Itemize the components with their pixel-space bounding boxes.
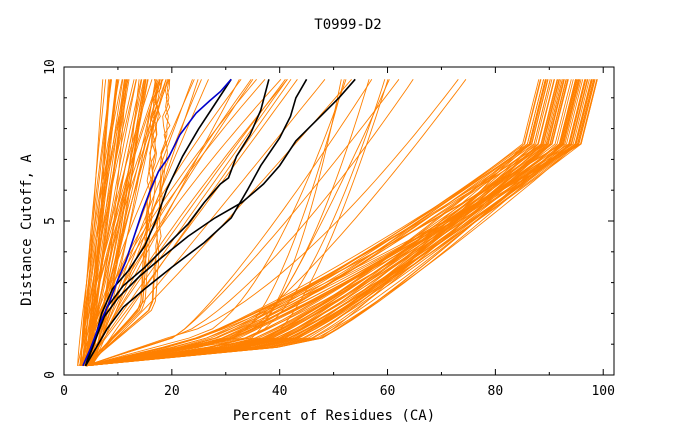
- curve-line: [85, 79, 390, 367]
- highlighted-curves-layer: [82, 78, 356, 367]
- curve-line: [80, 79, 107, 366]
- curve-line: [80, 79, 128, 366]
- curve-line: [92, 79, 202, 366]
- curve-line: [85, 79, 586, 367]
- series-line-4: [82, 78, 232, 367]
- curve-line: [85, 79, 386, 367]
- x-tick-label: 80: [488, 384, 504, 399]
- curve-line: [85, 79, 581, 367]
- chart-title: T0999-D2: [314, 17, 381, 33]
- series-line-1: [84, 78, 232, 367]
- curve-line: [85, 79, 567, 367]
- curve-line: [87, 79, 282, 366]
- curve-line: [85, 79, 580, 367]
- curve-line: [84, 79, 161, 366]
- curve-line: [85, 79, 586, 367]
- curve-line: [85, 79, 576, 367]
- curve-line: [85, 79, 560, 367]
- curve-line: [85, 79, 160, 367]
- curve-line: [85, 79, 551, 367]
- orange-curves-layer: [77, 79, 598, 367]
- curve-line: [81, 79, 167, 366]
- y-tick-label: 5: [43, 217, 58, 225]
- curve-line: [85, 79, 555, 367]
- curve-line: [85, 79, 345, 367]
- curve-line: [85, 79, 370, 367]
- curve-line: [85, 79, 414, 367]
- x-tick-label: 20: [164, 384, 180, 399]
- curve-line: [85, 79, 171, 367]
- curve-line: [83, 79, 298, 367]
- curve-line: [85, 79, 565, 367]
- curve-line: [85, 79, 540, 367]
- curve-line: [85, 79, 595, 367]
- curve-line: [85, 79, 164, 367]
- curve-line: [87, 79, 170, 366]
- curve-line: [85, 79, 373, 367]
- curve-line: [85, 79, 561, 367]
- curve-line: [85, 79, 142, 366]
- curve-line: [85, 79, 579, 367]
- curve-line: [85, 79, 467, 367]
- curve-line: [87, 79, 126, 366]
- curve-line: [85, 79, 170, 367]
- curve-line: [85, 79, 589, 367]
- curve-line: [83, 79, 242, 366]
- series-line-3: [84, 78, 356, 367]
- curve-line: [85, 79, 565, 367]
- curve-line: [85, 79, 584, 367]
- ticks-layer: 0 20 40 60 80 100 0 5 10: [43, 59, 615, 399]
- curve-line: [85, 79, 572, 367]
- curve-line: [83, 79, 266, 366]
- curve-line: [80, 79, 129, 366]
- curve-line: [77, 79, 120, 366]
- curve-line: [83, 79, 135, 366]
- series-line-2: [84, 78, 308, 367]
- curve-line: [85, 79, 578, 367]
- curve-line: [85, 79, 389, 367]
- x-tick-label: 60: [380, 384, 396, 399]
- curve-line: [91, 79, 292, 367]
- curve-line: [84, 79, 104, 366]
- curve-line: [82, 79, 113, 366]
- curve-line: [85, 79, 549, 367]
- curve-line: [91, 79, 254, 366]
- curve-line: [85, 79, 459, 367]
- x-tick-label: 40: [272, 384, 288, 399]
- curve-line: [87, 79, 240, 366]
- x-tick-label: 100: [591, 384, 614, 399]
- curve-line: [85, 79, 163, 367]
- y-tick-label: 10: [43, 59, 58, 75]
- y-tick-label: 0: [43, 371, 58, 379]
- curve-line: [85, 79, 400, 367]
- curve-line: [79, 79, 137, 366]
- curve-line: [85, 79, 569, 367]
- curve-line: [85, 79, 547, 367]
- curve-line: [85, 79, 577, 367]
- x-axis-label: Percent of Residues (CA): [233, 408, 435, 424]
- y-axis-label: Distance Cutoff, A: [19, 154, 35, 306]
- curve-line: [85, 79, 347, 367]
- x-tick-label: 0: [60, 384, 68, 399]
